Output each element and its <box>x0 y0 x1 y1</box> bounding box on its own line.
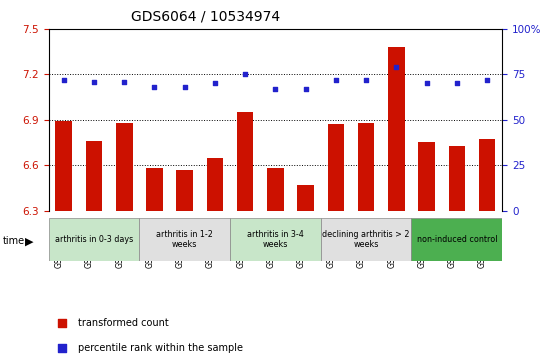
Point <box>362 77 370 83</box>
Point <box>453 81 461 86</box>
Point <box>180 84 189 90</box>
Bar <box>116 123 132 211</box>
Point <box>59 77 68 83</box>
Bar <box>56 121 72 211</box>
Point <box>395 0 403 4</box>
Bar <box>207 158 223 211</box>
Point <box>301 86 310 92</box>
Text: time: time <box>3 236 25 246</box>
Bar <box>298 185 314 211</box>
Point <box>483 77 491 83</box>
Bar <box>418 142 435 211</box>
Point <box>332 77 340 83</box>
Bar <box>237 112 253 211</box>
Bar <box>479 139 495 211</box>
Point <box>120 79 129 85</box>
Point <box>392 64 401 70</box>
Text: arthritis in 0-3 days: arthritis in 0-3 days <box>55 235 133 244</box>
Bar <box>267 168 284 211</box>
Point <box>422 81 431 86</box>
Text: arthritis in 3-4
weeks: arthritis in 3-4 weeks <box>247 230 304 249</box>
Bar <box>49 218 139 261</box>
Bar <box>146 168 163 211</box>
Point <box>241 72 249 77</box>
Text: arthritis in 1-2
weeks: arthritis in 1-2 weeks <box>156 230 213 249</box>
Point <box>90 79 98 85</box>
Text: declining arthritis > 2
weeks: declining arthritis > 2 weeks <box>322 230 410 249</box>
Bar <box>86 141 102 211</box>
Bar <box>139 218 230 261</box>
Point <box>395 229 403 235</box>
Text: GDS6064 / 10534974: GDS6064 / 10534974 <box>131 9 280 23</box>
Text: ▶: ▶ <box>25 236 33 246</box>
Bar <box>328 124 344 211</box>
Text: percentile rank within the sample: percentile rank within the sample <box>78 343 243 353</box>
Bar <box>411 218 502 261</box>
Bar <box>388 47 404 211</box>
Bar <box>177 170 193 211</box>
Bar <box>230 218 321 261</box>
Text: transformed count: transformed count <box>78 318 169 328</box>
Point <box>211 81 219 86</box>
Point <box>271 86 280 92</box>
Bar <box>358 123 374 211</box>
Text: non-induced control: non-induced control <box>416 235 497 244</box>
Bar <box>321 218 411 261</box>
Point <box>150 84 159 90</box>
Bar <box>449 146 465 211</box>
